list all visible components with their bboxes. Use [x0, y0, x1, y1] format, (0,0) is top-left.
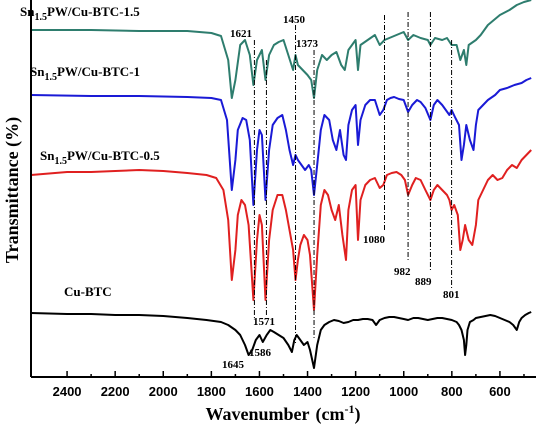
series-label-sn-1.5: Sn1.5PW/Cu-BTC-1.5	[20, 4, 140, 23]
x-ticks: 2400 2200 2000 1800 1600 1400 1200 1000 800 600	[53, 371, 525, 399]
x-tick-label-2200: 2200	[101, 384, 130, 399]
x-tick-label-1600: 1600	[245, 384, 274, 399]
x-axis-title: Wavenumber (cm-1)	[206, 402, 361, 425]
peak-label-889: 889	[415, 276, 432, 288]
x-tick-label-2400: 2400	[53, 384, 82, 399]
peak-label-982: 982	[394, 266, 411, 278]
series-label-cu-btc: Cu-BTC	[64, 284, 112, 299]
peak-label-1586: 1586	[249, 347, 272, 359]
peak-label-1621: 1621	[230, 28, 252, 40]
x-tick-label-2000: 2000	[149, 384, 178, 399]
spectrum-line-2	[30, 149, 532, 311]
x-tick-label-600: 600	[489, 384, 511, 399]
peak-label-1645: 1645	[222, 359, 245, 371]
reference-lines	[253, 12, 453, 345]
peak-label-1373: 1373	[296, 38, 319, 50]
spectrum-line-1	[30, 77, 532, 206]
spectra-group	[30, 0, 532, 369]
series-label-sn-0.5: Sn1.5PW/Cu-BTC-0.5	[40, 148, 160, 167]
x-tick-label-1800: 1800	[197, 384, 226, 399]
peak-label-1450: 1450	[283, 14, 306, 26]
x-tick-label-1400: 1400	[293, 384, 322, 399]
spectrum-line-0	[31, 0, 532, 99]
x-tick-label-1200: 1200	[341, 384, 370, 399]
spectrum-line-3	[30, 311, 532, 369]
x-tick-label-1000: 1000	[389, 384, 418, 399]
peak-label-1080: 1080	[363, 234, 386, 246]
x-tick-label-800: 800	[441, 384, 463, 399]
peak-label-801: 801	[443, 289, 460, 301]
y-axis-title: Transmittance (%)	[2, 117, 23, 263]
series-label-sn-1: Sn1.5PW/Cu-BTC-1	[30, 64, 140, 83]
peak-label-1571: 1571	[253, 316, 275, 328]
